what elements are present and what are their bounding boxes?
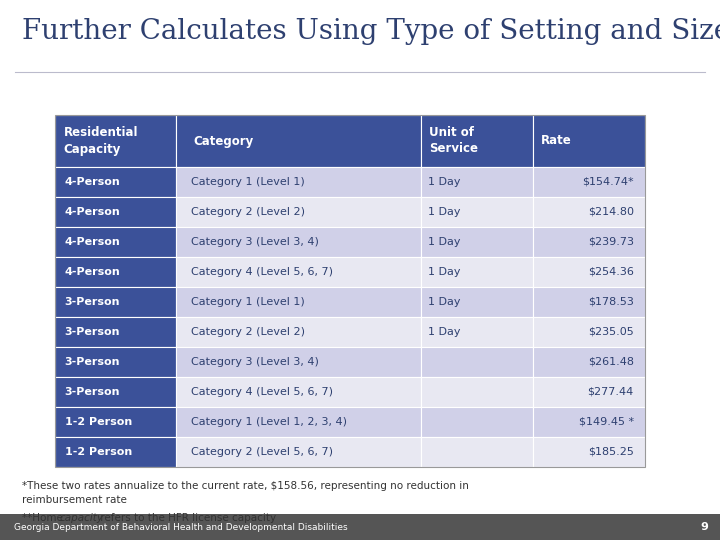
Text: 1 Day: 1 Day [428,177,460,187]
Bar [533,197,645,227]
Text: $239.73: $239.73 [588,237,634,247]
Bar [420,407,533,437]
Text: Georgia Department of Behavioral Health and Developmental Disabilities: Georgia Department of Behavioral Health … [14,523,348,531]
Bar [176,257,420,287]
Text: Unit of
Service: Unit of Service [428,126,477,156]
Text: **Home: **Home [22,513,66,523]
Bar [55,227,176,257]
Bar [55,257,176,287]
Bar [420,317,533,347]
Text: Category 2 (Level 5, 6, 7): Category 2 (Level 5, 6, 7) [191,447,333,457]
Text: 1 Day: 1 Day [428,267,460,277]
Bar [533,167,645,197]
Bar [176,115,420,167]
Text: 3-Person: 3-Person [65,297,120,307]
Bar [176,197,420,227]
Bar [55,437,176,467]
Bar [420,197,533,227]
Bar [533,347,645,377]
Bar [176,287,420,317]
Bar [533,437,645,467]
Bar [55,287,176,317]
Text: 4-Person: 4-Person [65,237,120,247]
Text: $235.05: $235.05 [588,327,634,337]
Bar [55,407,176,437]
Text: 3-Person: 3-Person [65,357,120,367]
Text: $149.45 *: $149.45 * [579,417,634,427]
Bar [55,197,176,227]
Text: $214.80: $214.80 [588,207,634,217]
Text: Category 2 (Level 2): Category 2 (Level 2) [191,207,305,217]
Bar [533,257,645,287]
Text: Residential
Capacity: Residential Capacity [63,126,138,156]
Text: Category 1 (Level 1): Category 1 (Level 1) [191,297,305,307]
Text: $154.74*: $154.74* [582,177,634,187]
Bar [533,317,645,347]
Text: Category 4 (Level 5, 6, 7): Category 4 (Level 5, 6, 7) [191,267,333,277]
Bar [176,407,420,437]
Bar [176,167,420,197]
Bar [420,437,533,467]
Text: $185.25: $185.25 [588,447,634,457]
Text: $178.53: $178.53 [588,297,634,307]
Bar [55,115,176,167]
Bar [420,257,533,287]
Bar [176,317,420,347]
Bar [176,347,420,377]
Bar [176,377,420,407]
Bar [533,287,645,317]
Text: Category 2 (Level 2): Category 2 (Level 2) [191,327,305,337]
Text: Category 3 (Level 3, 4): Category 3 (Level 3, 4) [191,357,318,367]
Bar [0,514,720,540]
Text: 1 Day: 1 Day [428,297,460,307]
Bar [420,227,533,257]
Text: 3-Person: 3-Person [65,387,120,397]
Text: Rate: Rate [541,134,572,147]
Bar [420,377,533,407]
Bar [55,347,176,377]
Text: 4-Person: 4-Person [65,177,120,187]
Bar [420,167,533,197]
Text: 4-Person: 4-Person [65,267,120,277]
Text: Category 1 (Level 1, 2, 3, 4): Category 1 (Level 1, 2, 3, 4) [191,417,346,427]
Text: 1 Day: 1 Day [428,327,460,337]
Text: 3-Person: 3-Person [65,327,120,337]
Text: Category 3 (Level 3, 4): Category 3 (Level 3, 4) [191,237,318,247]
Text: Category 4 (Level 5, 6, 7): Category 4 (Level 5, 6, 7) [191,387,333,397]
Bar [420,287,533,317]
Bar [55,317,176,347]
Bar [533,377,645,407]
Text: $277.44: $277.44 [588,387,634,397]
Bar [55,115,645,467]
Text: Category: Category [193,134,253,147]
Text: Further Calculates Using Type of Setting and Size: Further Calculates Using Type of Setting… [22,18,720,45]
Bar [420,115,533,167]
Text: 1-2 Person: 1-2 Person [65,417,132,427]
Text: capacity: capacity [60,513,104,523]
Text: refers to the HFR license capacity: refers to the HFR license capacity [97,513,276,523]
Text: Category 1 (Level 1): Category 1 (Level 1) [191,177,305,187]
Bar [420,347,533,377]
Text: *These two rates annualize to the current rate, $158.56, representing no reducti: *These two rates annualize to the curren… [22,481,469,505]
Bar [533,407,645,437]
Text: 4-Person: 4-Person [65,207,120,217]
Bar [176,227,420,257]
Text: $261.48: $261.48 [588,357,634,367]
Text: 1-2 Person: 1-2 Person [65,447,132,457]
Bar [176,437,420,467]
Bar [533,227,645,257]
Text: 1 Day: 1 Day [428,237,460,247]
Bar [55,167,176,197]
Text: $254.36: $254.36 [588,267,634,277]
Text: 9: 9 [700,522,708,532]
Bar [55,377,176,407]
Bar [533,115,645,167]
Text: 1 Day: 1 Day [428,207,460,217]
